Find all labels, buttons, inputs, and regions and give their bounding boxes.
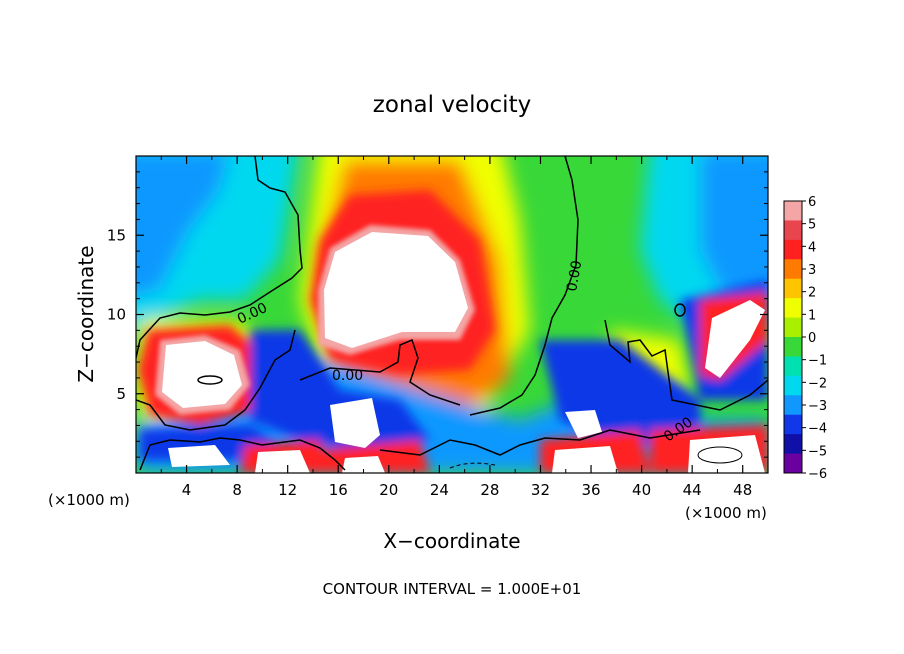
colorbar-tick-label: 6 <box>808 195 816 210</box>
colorbar-swatch <box>784 259 802 280</box>
x-tick-label: 24 <box>430 481 449 499</box>
x-tick-label: 16 <box>329 481 348 499</box>
colorbar-swatch <box>784 453 802 474</box>
colorbar-swatch <box>784 317 802 338</box>
colorbar-tick-label: −3 <box>808 399 827 414</box>
contour-zero-bottom <box>379 429 701 456</box>
contour-interval-note: CONTOUR INTERVAL = 1.000E+01 <box>323 580 582 598</box>
x-tick-label: 32 <box>531 481 550 499</box>
colorbar-swatch <box>784 278 802 299</box>
colorbar-tick-label: 5 <box>808 218 816 233</box>
zone-blue-left-upper <box>136 156 229 296</box>
contour-dashed <box>449 462 496 469</box>
colorbar-swatch <box>784 201 802 221</box>
colorbar-swatch <box>784 356 802 377</box>
colorbar-swatch <box>784 414 802 435</box>
heatmap-field <box>136 156 768 473</box>
y-axis-label: Z−coordinate <box>74 245 98 382</box>
y-tick-label: 10 <box>107 306 126 324</box>
colorbar-tick-label: −1 <box>808 354 827 369</box>
x-axis: 4 8 12 16 20 24 28 32 36 40 44 48 <box>160 156 752 499</box>
contour-label-2: 0.00 <box>332 368 363 384</box>
x-tick-label: 44 <box>683 481 702 499</box>
x-tick-label: 40 <box>632 481 651 499</box>
colorbar-tick-label: −2 <box>808 376 827 391</box>
contour-zero-left-low <box>136 329 296 431</box>
contour-lines <box>136 156 768 471</box>
colorbar-tick-label: −4 <box>808 422 827 437</box>
x-tick-label: 8 <box>232 481 242 499</box>
x-unit-right: (×1000 m) <box>685 504 767 522</box>
white-core-left <box>162 341 242 408</box>
colorbar-swatch <box>784 239 802 260</box>
colorbar-swatch <box>784 298 802 319</box>
contour-zero-low-left <box>139 437 346 471</box>
colorbar-tick-label: 3 <box>808 263 816 278</box>
white-core-right-upper <box>705 300 765 378</box>
contour-label-3: 0.00 <box>564 259 585 292</box>
colorbar-swatch <box>784 434 802 455</box>
white-core-bottom-4 <box>552 446 618 473</box>
colorbar-tick-label: −6 <box>808 467 827 482</box>
colorbar-tick-label: 1 <box>808 308 816 323</box>
zone-blue-right-upper <box>700 156 768 317</box>
white-core-center <box>324 232 468 348</box>
x-unit-left: (×1000 m) <box>48 491 130 509</box>
white-core-bottom-1 <box>168 445 230 467</box>
x-axis-label: X−coordinate <box>383 529 520 553</box>
contour-zero-right-lower <box>604 319 768 411</box>
y-tick-label: 5 <box>116 385 126 403</box>
x-tick-label: 4 <box>182 481 192 499</box>
white-core-bottom-5 <box>688 435 765 473</box>
colorbar-tick-label: 4 <box>808 240 816 255</box>
y-axis: 5 10 15 <box>107 171 768 458</box>
x-tick-label: 36 <box>581 481 600 499</box>
colorbar-swatch <box>784 220 802 241</box>
contour-zero-right <box>469 156 579 416</box>
white-core-bottom-3 <box>342 456 385 473</box>
colorbar-tick-label: 2 <box>808 286 816 301</box>
white-core-lower-right <box>565 410 602 438</box>
x-tick-label: 48 <box>733 481 752 499</box>
colorbar-tick-label: −5 <box>808 444 827 459</box>
y-tick-label: 15 <box>107 226 126 244</box>
contour-small-3 <box>674 303 686 317</box>
x-tick-label: 12 <box>278 481 297 499</box>
white-core-lower-mid <box>330 398 380 448</box>
colorbar-swatch <box>784 337 802 357</box>
colorbar-swatch <box>784 375 802 396</box>
white-core-bottom-2 <box>255 450 310 473</box>
x-tick-label: 20 <box>379 481 398 499</box>
contour-small-1 <box>197 375 223 385</box>
x-tick-label: 28 <box>480 481 499 499</box>
contour-zero-mid <box>299 338 461 406</box>
zone-darkblue-1 <box>250 330 430 455</box>
chart-title: zonal velocity <box>373 92 531 118</box>
colorbar-swatch <box>784 395 802 416</box>
contour-small-2 <box>697 446 743 464</box>
colorbar-tick-label: 0 <box>808 331 816 346</box>
colorbar: 6 5 4 3 2 1 0 −1 −2 −3 −4 −5 −6 <box>783 195 827 482</box>
contour-zero-upper-left <box>136 156 303 359</box>
